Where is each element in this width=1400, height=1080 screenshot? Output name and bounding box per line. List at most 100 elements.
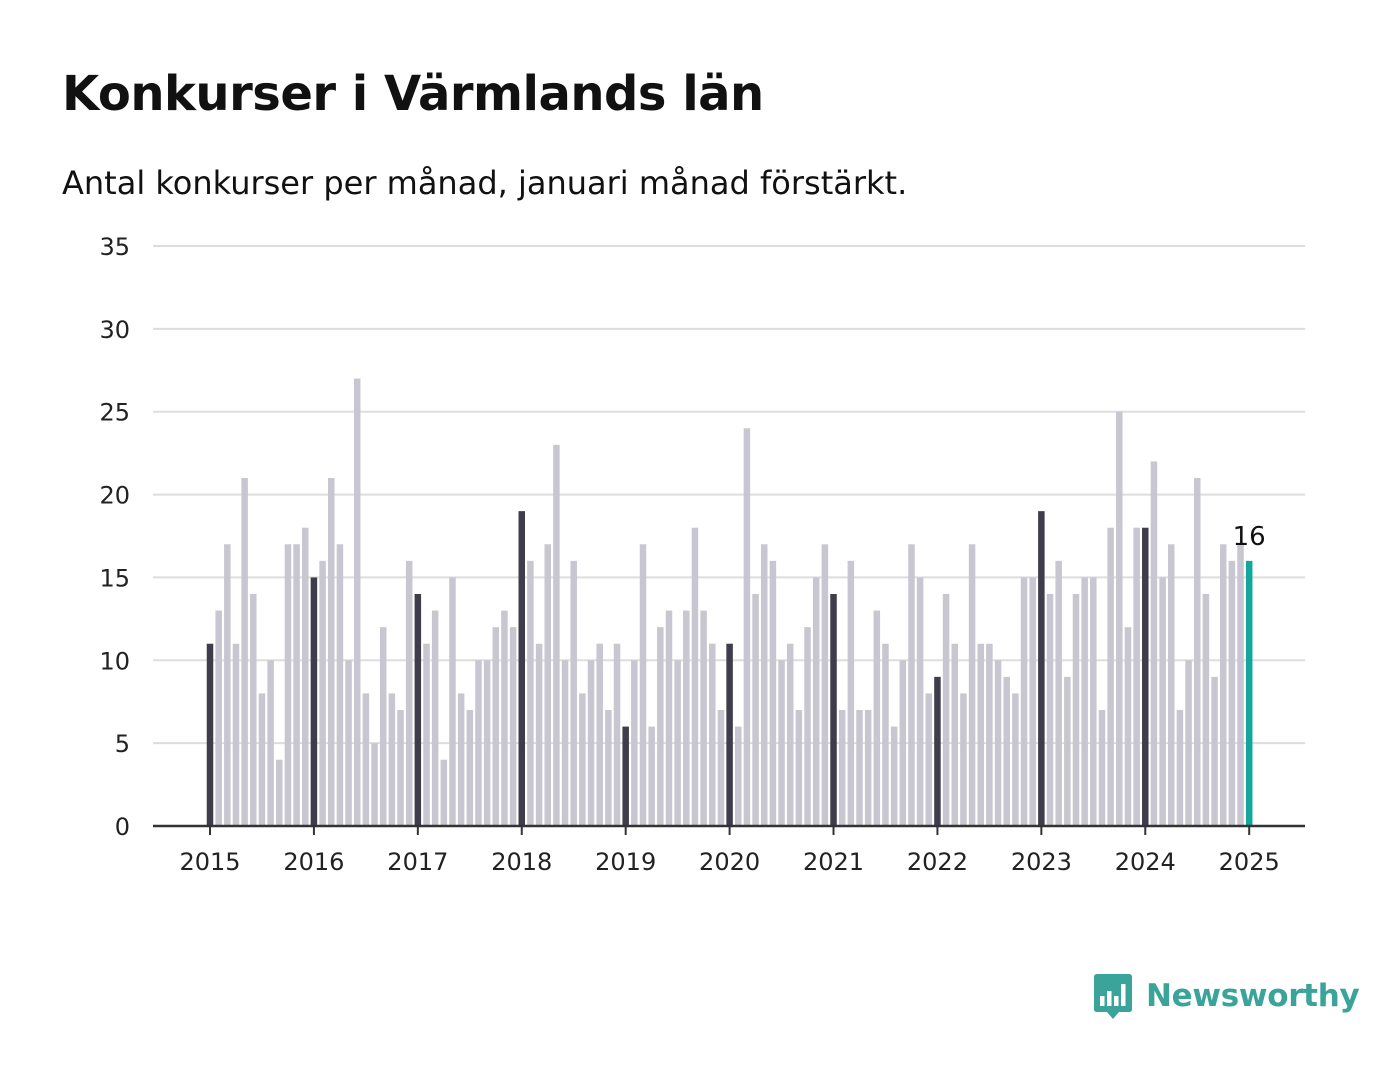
bar: [717, 710, 725, 826]
bar: [769, 560, 777, 826]
bar: [215, 610, 222, 826]
bar: [786, 643, 794, 826]
bar: [388, 693, 396, 826]
bar: [639, 544, 647, 826]
bar: [570, 560, 577, 826]
bar: [587, 660, 595, 826]
bar-chart-speech-bubble-icon: [1094, 974, 1132, 1019]
x-tick-label: 2025: [1219, 848, 1280, 876]
bar: [492, 627, 500, 826]
bar: [1116, 411, 1123, 826]
bar: [431, 610, 439, 826]
bar: [1202, 594, 1210, 826]
bar: [224, 544, 231, 826]
chart-subtitle: Antal konkurser per månad, januari månad…: [62, 164, 908, 202]
bar: [925, 693, 933, 826]
bar: [397, 710, 404, 826]
bar: [882, 643, 889, 826]
bar: [1228, 560, 1236, 826]
bar: [1124, 627, 1132, 826]
bar: [276, 759, 283, 826]
bar: [951, 643, 959, 826]
bar: [544, 544, 551, 826]
y-tick-label: 20: [99, 482, 130, 510]
y-tick-label: 10: [99, 647, 130, 675]
bar: [353, 378, 361, 826]
bar: [683, 610, 690, 826]
bar: [1237, 544, 1244, 826]
y-tick-label: 30: [99, 316, 130, 344]
bar: [856, 710, 863, 826]
bar: [795, 710, 803, 826]
bar: [405, 560, 413, 826]
bar: [258, 693, 266, 826]
bar: [457, 693, 465, 826]
bar: [665, 610, 673, 826]
bar: [483, 660, 491, 826]
bar-january: [622, 726, 629, 826]
bar: [509, 627, 517, 826]
bar: [1176, 710, 1184, 826]
chart-title: Konkurser i Värmlands län: [62, 66, 764, 122]
bar: [743, 428, 751, 826]
x-tick-label: 2022: [907, 848, 968, 876]
bar-january: [414, 594, 422, 826]
x-tick-label: 2018: [491, 848, 552, 876]
bar: [778, 660, 785, 826]
bar: [1193, 478, 1201, 826]
bar: [1020, 577, 1028, 826]
bar: [293, 544, 300, 826]
bar: [466, 710, 474, 826]
bar: [1012, 693, 1019, 826]
bar-latest: [1245, 560, 1253, 826]
bar: [1159, 577, 1166, 826]
bar: [1150, 461, 1158, 826]
bar-january: [830, 594, 837, 826]
bar-january: [206, 643, 214, 826]
bar: [579, 693, 586, 826]
bar: [327, 478, 335, 826]
bar: [986, 643, 993, 826]
bar: [968, 544, 976, 826]
x-tick-label: 2015: [179, 848, 240, 876]
bar-january: [518, 511, 526, 826]
bar: [890, 726, 898, 826]
bar: [760, 544, 768, 826]
bar: [605, 710, 612, 826]
bar: [812, 577, 820, 826]
bar-january: [934, 676, 941, 826]
bar: [1107, 527, 1114, 826]
bar: [596, 643, 603, 826]
bar-january: [1142, 527, 1149, 826]
bar: [1081, 577, 1088, 826]
bars: [206, 378, 1253, 826]
bar: [735, 726, 742, 826]
bar: [700, 610, 707, 826]
y-tick-label: 25: [99, 399, 130, 427]
latest-value-label: 16: [1233, 522, 1266, 552]
bar: [1055, 560, 1062, 826]
bar: [1133, 527, 1140, 826]
bar: [960, 693, 967, 826]
bar: [336, 544, 344, 826]
bar-january: [1038, 511, 1045, 826]
bar: [241, 478, 248, 826]
bar: [362, 693, 370, 826]
bar: [821, 544, 829, 826]
bar: [284, 544, 292, 826]
bar: [345, 660, 352, 826]
x-tick-label: 2016: [283, 848, 344, 876]
bar: [691, 527, 699, 826]
bar: [535, 643, 543, 826]
bar: [1219, 544, 1227, 826]
newsworthy-logo: Newsworthy: [1092, 972, 1360, 1020]
bar-january: [310, 577, 318, 826]
bar: [1098, 710, 1106, 826]
bar: [379, 627, 387, 826]
x-tick-label: 2023: [1011, 848, 1072, 876]
bar: [267, 660, 274, 826]
bar: [1211, 676, 1218, 826]
x-tick-label: 2020: [699, 848, 760, 876]
bar: [847, 560, 855, 826]
